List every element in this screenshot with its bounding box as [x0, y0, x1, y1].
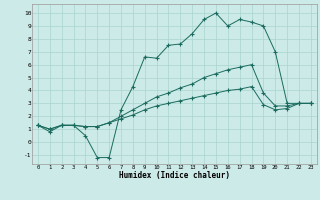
X-axis label: Humidex (Indice chaleur): Humidex (Indice chaleur) — [119, 171, 230, 180]
